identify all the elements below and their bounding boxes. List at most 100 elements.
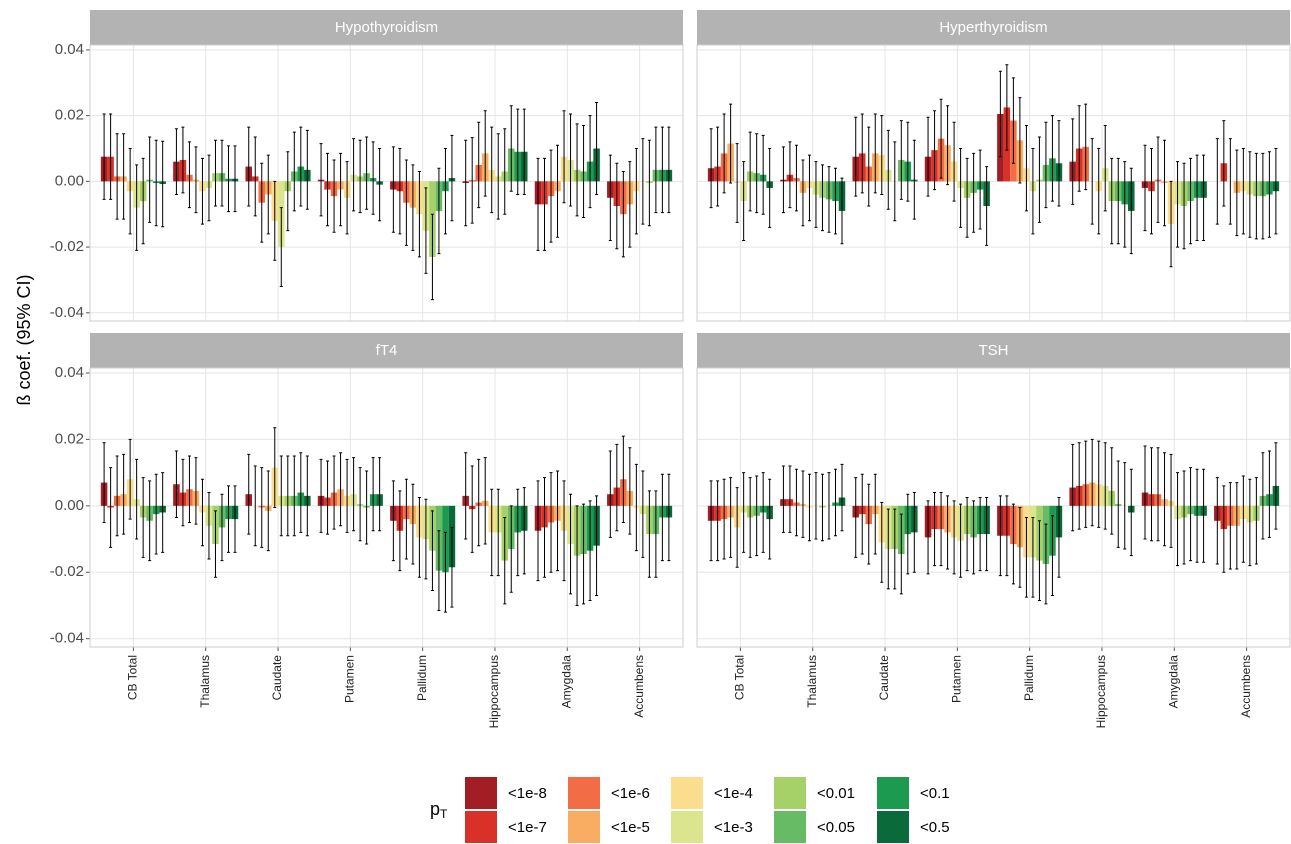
error-bar xyxy=(109,467,113,548)
error-bar xyxy=(273,427,277,508)
error-bar xyxy=(443,148,447,235)
error-bar xyxy=(470,465,474,553)
error-bar xyxy=(1123,462,1127,550)
error-bar xyxy=(1261,152,1265,240)
error-bar xyxy=(1097,440,1101,528)
error-bar xyxy=(1103,125,1107,212)
error-bar xyxy=(213,139,217,207)
error-bar xyxy=(972,500,976,575)
error-bar xyxy=(1254,152,1258,240)
error-bar xyxy=(569,113,573,207)
error-bar xyxy=(959,503,963,578)
error-bar xyxy=(181,126,185,194)
x-tick-label: CB Total xyxy=(733,655,747,700)
error-bar xyxy=(807,154,811,222)
error-bar xyxy=(1274,148,1278,235)
error-bar xyxy=(247,453,251,535)
error-bar xyxy=(722,113,726,194)
error-bar xyxy=(247,126,251,207)
error-bar xyxy=(279,455,283,537)
legend-label: <1e-5 xyxy=(611,819,650,836)
y-tick-label: 0.04 xyxy=(55,41,84,58)
error-bar xyxy=(768,478,772,560)
legend-label: <1e-8 xyxy=(508,785,547,802)
error-bar xyxy=(102,442,106,523)
error-bar xyxy=(536,157,540,251)
error-bar xyxy=(299,126,303,207)
error-bar xyxy=(450,134,454,222)
error-bar xyxy=(1248,478,1252,567)
error-bar xyxy=(647,139,651,227)
error-bar xyxy=(266,154,270,235)
error-bar xyxy=(1084,440,1088,528)
error-bar xyxy=(332,159,336,233)
error-bar xyxy=(115,455,119,537)
error-bar xyxy=(1018,507,1022,588)
y-tick-label: 0.02 xyxy=(55,107,84,124)
error-bar xyxy=(1228,482,1232,570)
error-bar xyxy=(827,166,831,233)
error-bar xyxy=(345,458,349,533)
error-bar xyxy=(1150,447,1154,542)
error-bar xyxy=(854,116,858,197)
error-bar xyxy=(1182,470,1186,565)
error-bar xyxy=(522,108,526,195)
panel-border xyxy=(696,367,1291,648)
legend-label: <1e-3 xyxy=(714,819,753,836)
error-bar xyxy=(122,453,126,535)
error-bar xyxy=(748,477,752,558)
legend-title-subscript: T xyxy=(440,807,448,821)
error-bar xyxy=(873,473,877,555)
error-bar xyxy=(867,126,871,207)
x-tick-label: Caudate xyxy=(877,655,891,701)
error-bar xyxy=(326,152,330,227)
error-bar xyxy=(1116,460,1120,548)
error-bar xyxy=(588,500,592,601)
error-bar xyxy=(1090,138,1094,225)
error-bar xyxy=(1222,120,1226,207)
error-bar xyxy=(1097,148,1101,235)
error-bar xyxy=(912,492,916,573)
facet-strip xyxy=(697,10,1290,45)
error-bar xyxy=(1189,467,1193,562)
error-bar xyxy=(200,157,204,225)
error-bar xyxy=(1163,139,1167,227)
error-bar xyxy=(345,161,349,235)
error-bar xyxy=(729,477,733,558)
error-bar xyxy=(716,480,720,562)
error-bar xyxy=(1011,503,1015,585)
error-bar xyxy=(562,480,566,582)
error-bar xyxy=(194,146,198,214)
error-bar xyxy=(1267,151,1271,238)
error-bar xyxy=(761,134,765,215)
error-bar xyxy=(135,164,139,251)
error-bar xyxy=(860,113,864,194)
legend-label: <1e-7 xyxy=(508,819,547,836)
error-bar xyxy=(1050,515,1054,597)
error-bar xyxy=(516,488,520,577)
legend-swatch xyxy=(465,777,497,809)
error-bar xyxy=(516,108,520,195)
error-bar xyxy=(814,472,818,540)
error-bar xyxy=(634,148,638,235)
error-bar xyxy=(279,207,283,287)
error-bar xyxy=(1202,468,1206,563)
panel-background xyxy=(90,45,683,321)
error-bar xyxy=(634,463,638,552)
error-bar xyxy=(1267,450,1271,538)
legend-title-text: p xyxy=(430,799,440,819)
legend-label: <1e-6 xyxy=(611,785,650,802)
x-tick-label: CB Total xyxy=(126,655,140,700)
error-bar xyxy=(253,136,257,217)
error-bar xyxy=(899,513,903,595)
error-bar xyxy=(299,452,303,533)
error-bar xyxy=(833,468,837,537)
error-bar xyxy=(503,128,507,215)
error-bar xyxy=(398,490,402,572)
panel-border xyxy=(89,367,684,648)
error-bar xyxy=(371,141,375,215)
error-bar xyxy=(226,485,230,553)
error-bar xyxy=(326,460,330,535)
facet-title: fT4 xyxy=(376,342,398,359)
error-bar xyxy=(1024,516,1028,598)
